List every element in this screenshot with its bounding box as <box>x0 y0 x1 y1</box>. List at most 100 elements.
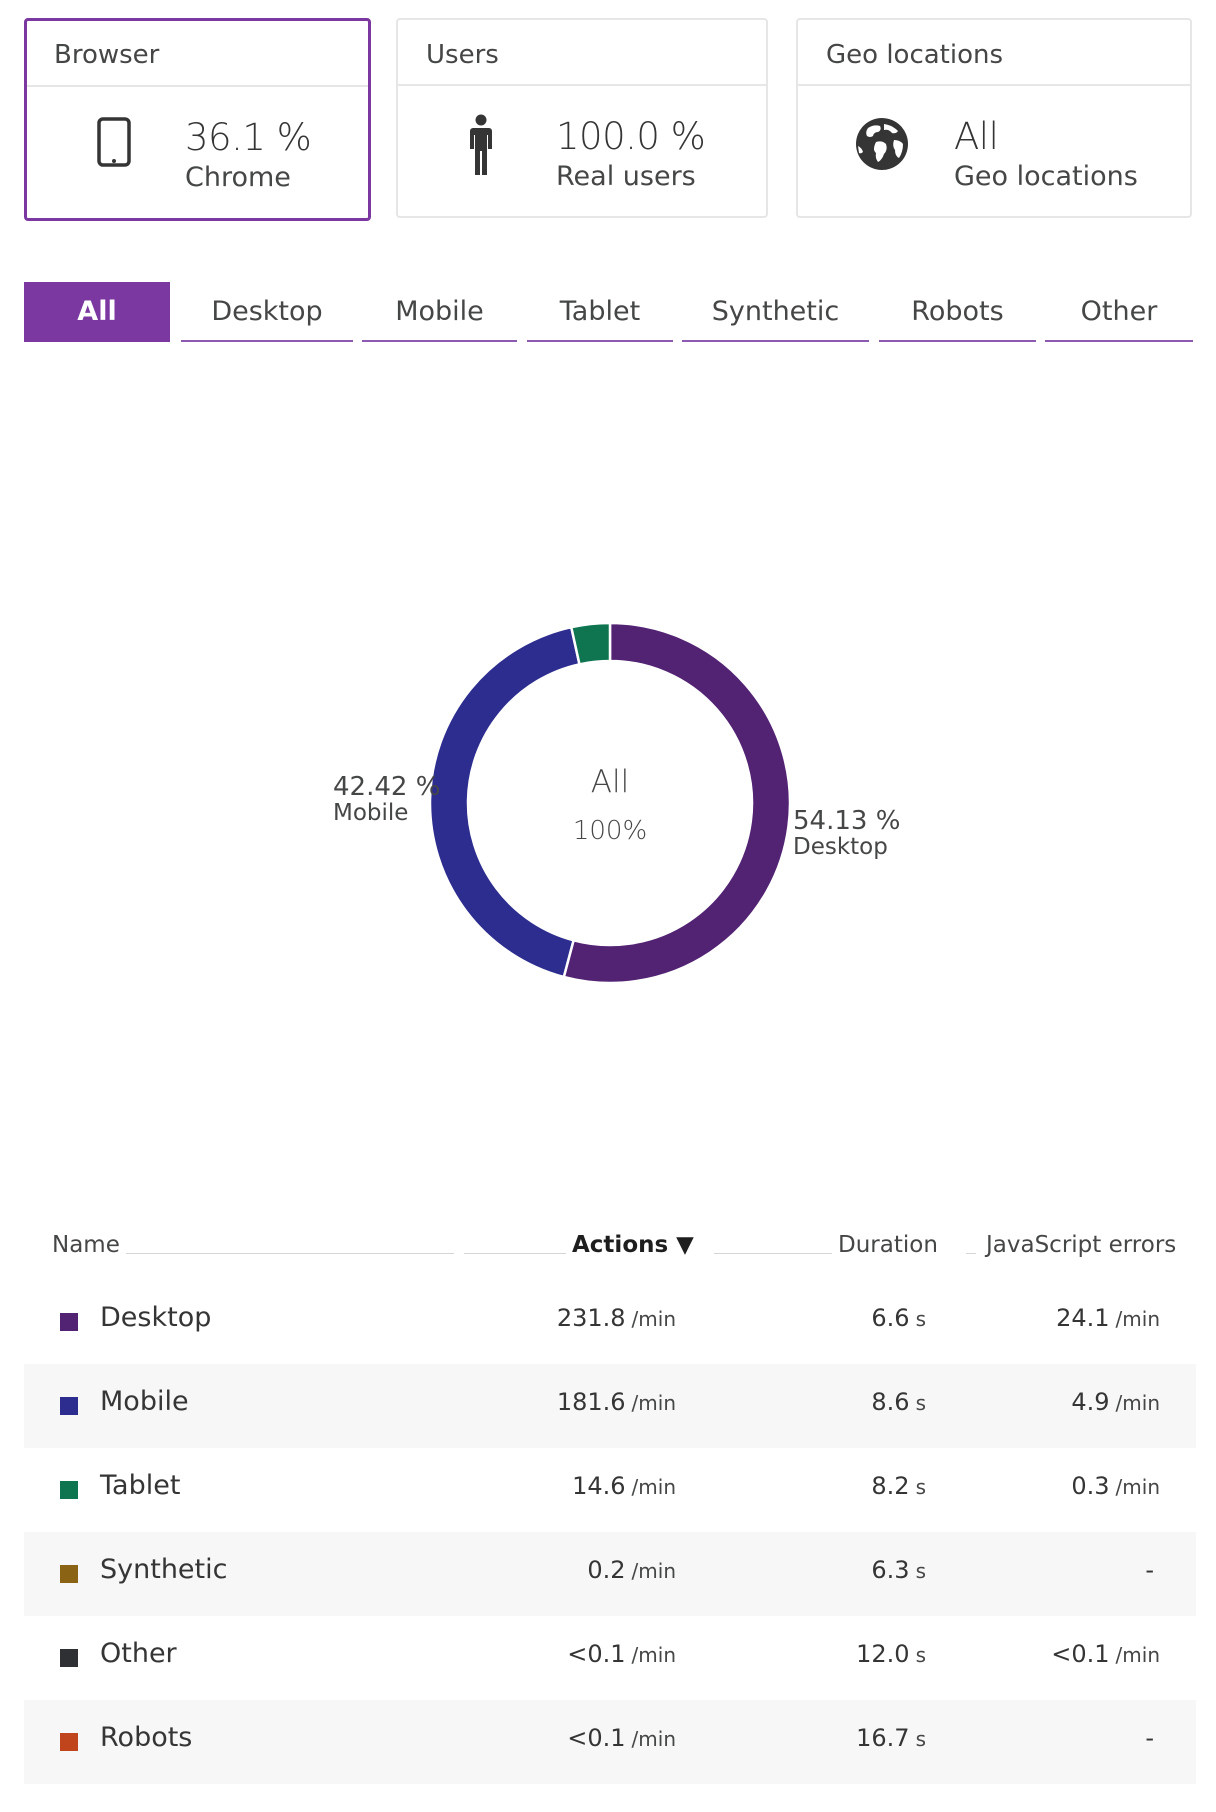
tab-tablet[interactable]: Tablet <box>527 282 673 342</box>
row-name: Synthetic <box>100 1554 228 1585</box>
column-header-name[interactable]: Name <box>46 1232 126 1258</box>
actions-cell: <0.1/min <box>567 1724 676 1752</box>
js-errors-unit: /min <box>1115 1307 1160 1331</box>
users-card-sub: Real users <box>556 161 696 192</box>
duration-value: 6.3 <box>871 1556 910 1584</box>
header-divider <box>120 1253 454 1254</box>
duration-unit: s <box>915 1727 926 1751</box>
tab-other[interactable]: Other <box>1045 282 1193 342</box>
donut-label-desktop-pct: 54.13 % <box>793 806 901 836</box>
row-name: Tablet <box>100 1470 181 1501</box>
actions-cell: 0.2/min <box>587 1556 676 1584</box>
actions-unit: /min <box>631 1559 676 1583</box>
donut-label-mobile-pct: 42.42 % <box>333 772 441 802</box>
duration-value: 8.2 <box>871 1472 910 1500</box>
duration-cell: 8.6 s <box>871 1388 926 1416</box>
row-name: Mobile <box>100 1386 189 1417</box>
js-errors-value: - <box>1145 1724 1154 1752</box>
tab-all[interactable]: All <box>24 282 170 342</box>
browser-card-title: Browser <box>27 21 368 87</box>
actions-unit: /min <box>631 1307 676 1331</box>
duration-cell: 6.3 s <box>871 1556 926 1584</box>
device-tabs: All Desktop Mobile Tablet Synthetic Robo… <box>24 282 1196 342</box>
actions-cell: 14.6/min <box>572 1472 676 1500</box>
mobile-phone-icon <box>97 117 131 171</box>
js-errors-value: - <box>1145 1556 1154 1584</box>
js-errors-value: <0.1 <box>1051 1640 1110 1668</box>
js-errors-value: 4.9 <box>1071 1388 1110 1416</box>
table-row[interactable]: Mobile 181.6/min 8.6 s 4.9/min <box>24 1364 1196 1448</box>
globe-icon <box>854 116 910 176</box>
header-divider <box>464 1253 580 1254</box>
row-name: Other <box>100 1638 177 1669</box>
tab-synthetic[interactable]: Synthetic <box>682 282 869 342</box>
actions-value: <0.1 <box>567 1640 626 1668</box>
donut-slice-tablet[interactable] <box>569 621 612 666</box>
duration-value: 16.7 <box>856 1724 910 1752</box>
users-card-value: 100.0 % <box>556 115 706 158</box>
geo-card-sub: Geo locations <box>954 161 1138 192</box>
donut-label-mobile: 42.42 % Mobile <box>333 774 440 826</box>
mobile-swatch <box>60 1397 78 1415</box>
duration-value: 8.6 <box>871 1388 910 1416</box>
table-row[interactable]: Robots <0.1/min 16.7 s - <box>24 1700 1196 1784</box>
table-row[interactable]: Synthetic 0.2/min 6.3 s - <box>24 1532 1196 1616</box>
robots-swatch <box>60 1733 78 1751</box>
donut-center-title: All <box>590 764 630 800</box>
js-errors-cell: 4.9/min <box>1071 1388 1160 1416</box>
js-errors-cell: <0.1/min <box>1051 1640 1160 1668</box>
synthetic-swatch <box>60 1565 78 1583</box>
column-header-duration[interactable]: Duration <box>832 1232 944 1258</box>
users-card[interactable]: Users 100.0 % Real users <box>396 18 768 218</box>
js-errors-cell: 24.1/min <box>1056 1304 1160 1332</box>
donut-slice-desktop[interactable] <box>562 621 792 985</box>
duration-cell: 12.0 s <box>856 1640 926 1668</box>
other-swatch <box>60 1649 78 1667</box>
column-header-js-errors[interactable]: JavaScript errors <box>980 1232 1183 1258</box>
js-errors-value: 0.3 <box>1071 1472 1110 1500</box>
geo-locations-card[interactable]: Geo locations All Geo locations <box>796 18 1192 218</box>
header-divider <box>966 1253 976 1254</box>
donut-label-desktop-name: Desktop <box>793 834 888 860</box>
js-errors-cell: - <box>1145 1556 1160 1584</box>
browser-card-value: 36.1 % <box>185 116 312 159</box>
donut-slice-mobile[interactable] <box>428 625 581 979</box>
tab-robots[interactable]: Robots <box>879 282 1036 342</box>
row-name: Desktop <box>100 1302 212 1333</box>
duration-unit: s <box>915 1559 926 1583</box>
donut-label-mobile-name: Mobile <box>333 800 409 826</box>
tab-mobile[interactable]: Mobile <box>362 282 517 342</box>
js-errors-value: 24.1 <box>1056 1304 1110 1332</box>
geo-card-title: Geo locations <box>798 20 1190 86</box>
table-header: Name Actions ▼ Duration JavaScript error… <box>24 1220 1196 1280</box>
users-card-title: Users <box>398 20 766 86</box>
duration-unit: s <box>915 1391 926 1415</box>
donut-svg <box>428 621 792 985</box>
desktop-swatch <box>60 1313 78 1331</box>
actions-unit: /min <box>631 1391 676 1415</box>
js-errors-unit: /min <box>1115 1643 1160 1667</box>
summary-cards: Browser 36.1 % Chrome Users 100.0 % Real… <box>0 0 1216 230</box>
table-row[interactable]: Tablet 14.6/min 8.2 s 0.3/min <box>24 1448 1196 1532</box>
actions-unit: /min <box>631 1727 676 1751</box>
actions-unit: /min <box>631 1643 676 1667</box>
actions-value: <0.1 <box>567 1724 626 1752</box>
device-donut-chart: 42.42 % Mobile 54.13 % Desktop All 100% <box>0 360 1216 1180</box>
browser-card[interactable]: Browser 36.1 % Chrome <box>24 18 371 221</box>
js-errors-unit: /min <box>1115 1391 1160 1415</box>
table-row[interactable]: Other <0.1/min 12.0 s <0.1/min <box>24 1616 1196 1700</box>
js-errors-cell: 0.3/min <box>1071 1472 1160 1500</box>
table-body: Desktop 231.8/min 6.6 s 24.1/min Mobile 1… <box>24 1280 1196 1784</box>
duration-value: 12.0 <box>856 1640 910 1668</box>
tab-desktop[interactable]: Desktop <box>181 282 353 342</box>
header-divider <box>714 1253 838 1254</box>
duration-unit: s <box>915 1643 926 1667</box>
column-header-actions[interactable]: Actions ▼ <box>566 1232 700 1258</box>
duration-cell: 8.2 s <box>871 1472 926 1500</box>
actions-value: 231.8 <box>556 1304 626 1332</box>
tablet-swatch <box>60 1481 78 1499</box>
device-table: Name Actions ▼ Duration JavaScript error… <box>24 1220 1196 1784</box>
table-row[interactable]: Desktop 231.8/min 6.6 s 24.1/min <box>24 1280 1196 1364</box>
actions-cell: 181.6/min <box>557 1388 676 1416</box>
actions-value: 14.6 <box>572 1472 626 1500</box>
